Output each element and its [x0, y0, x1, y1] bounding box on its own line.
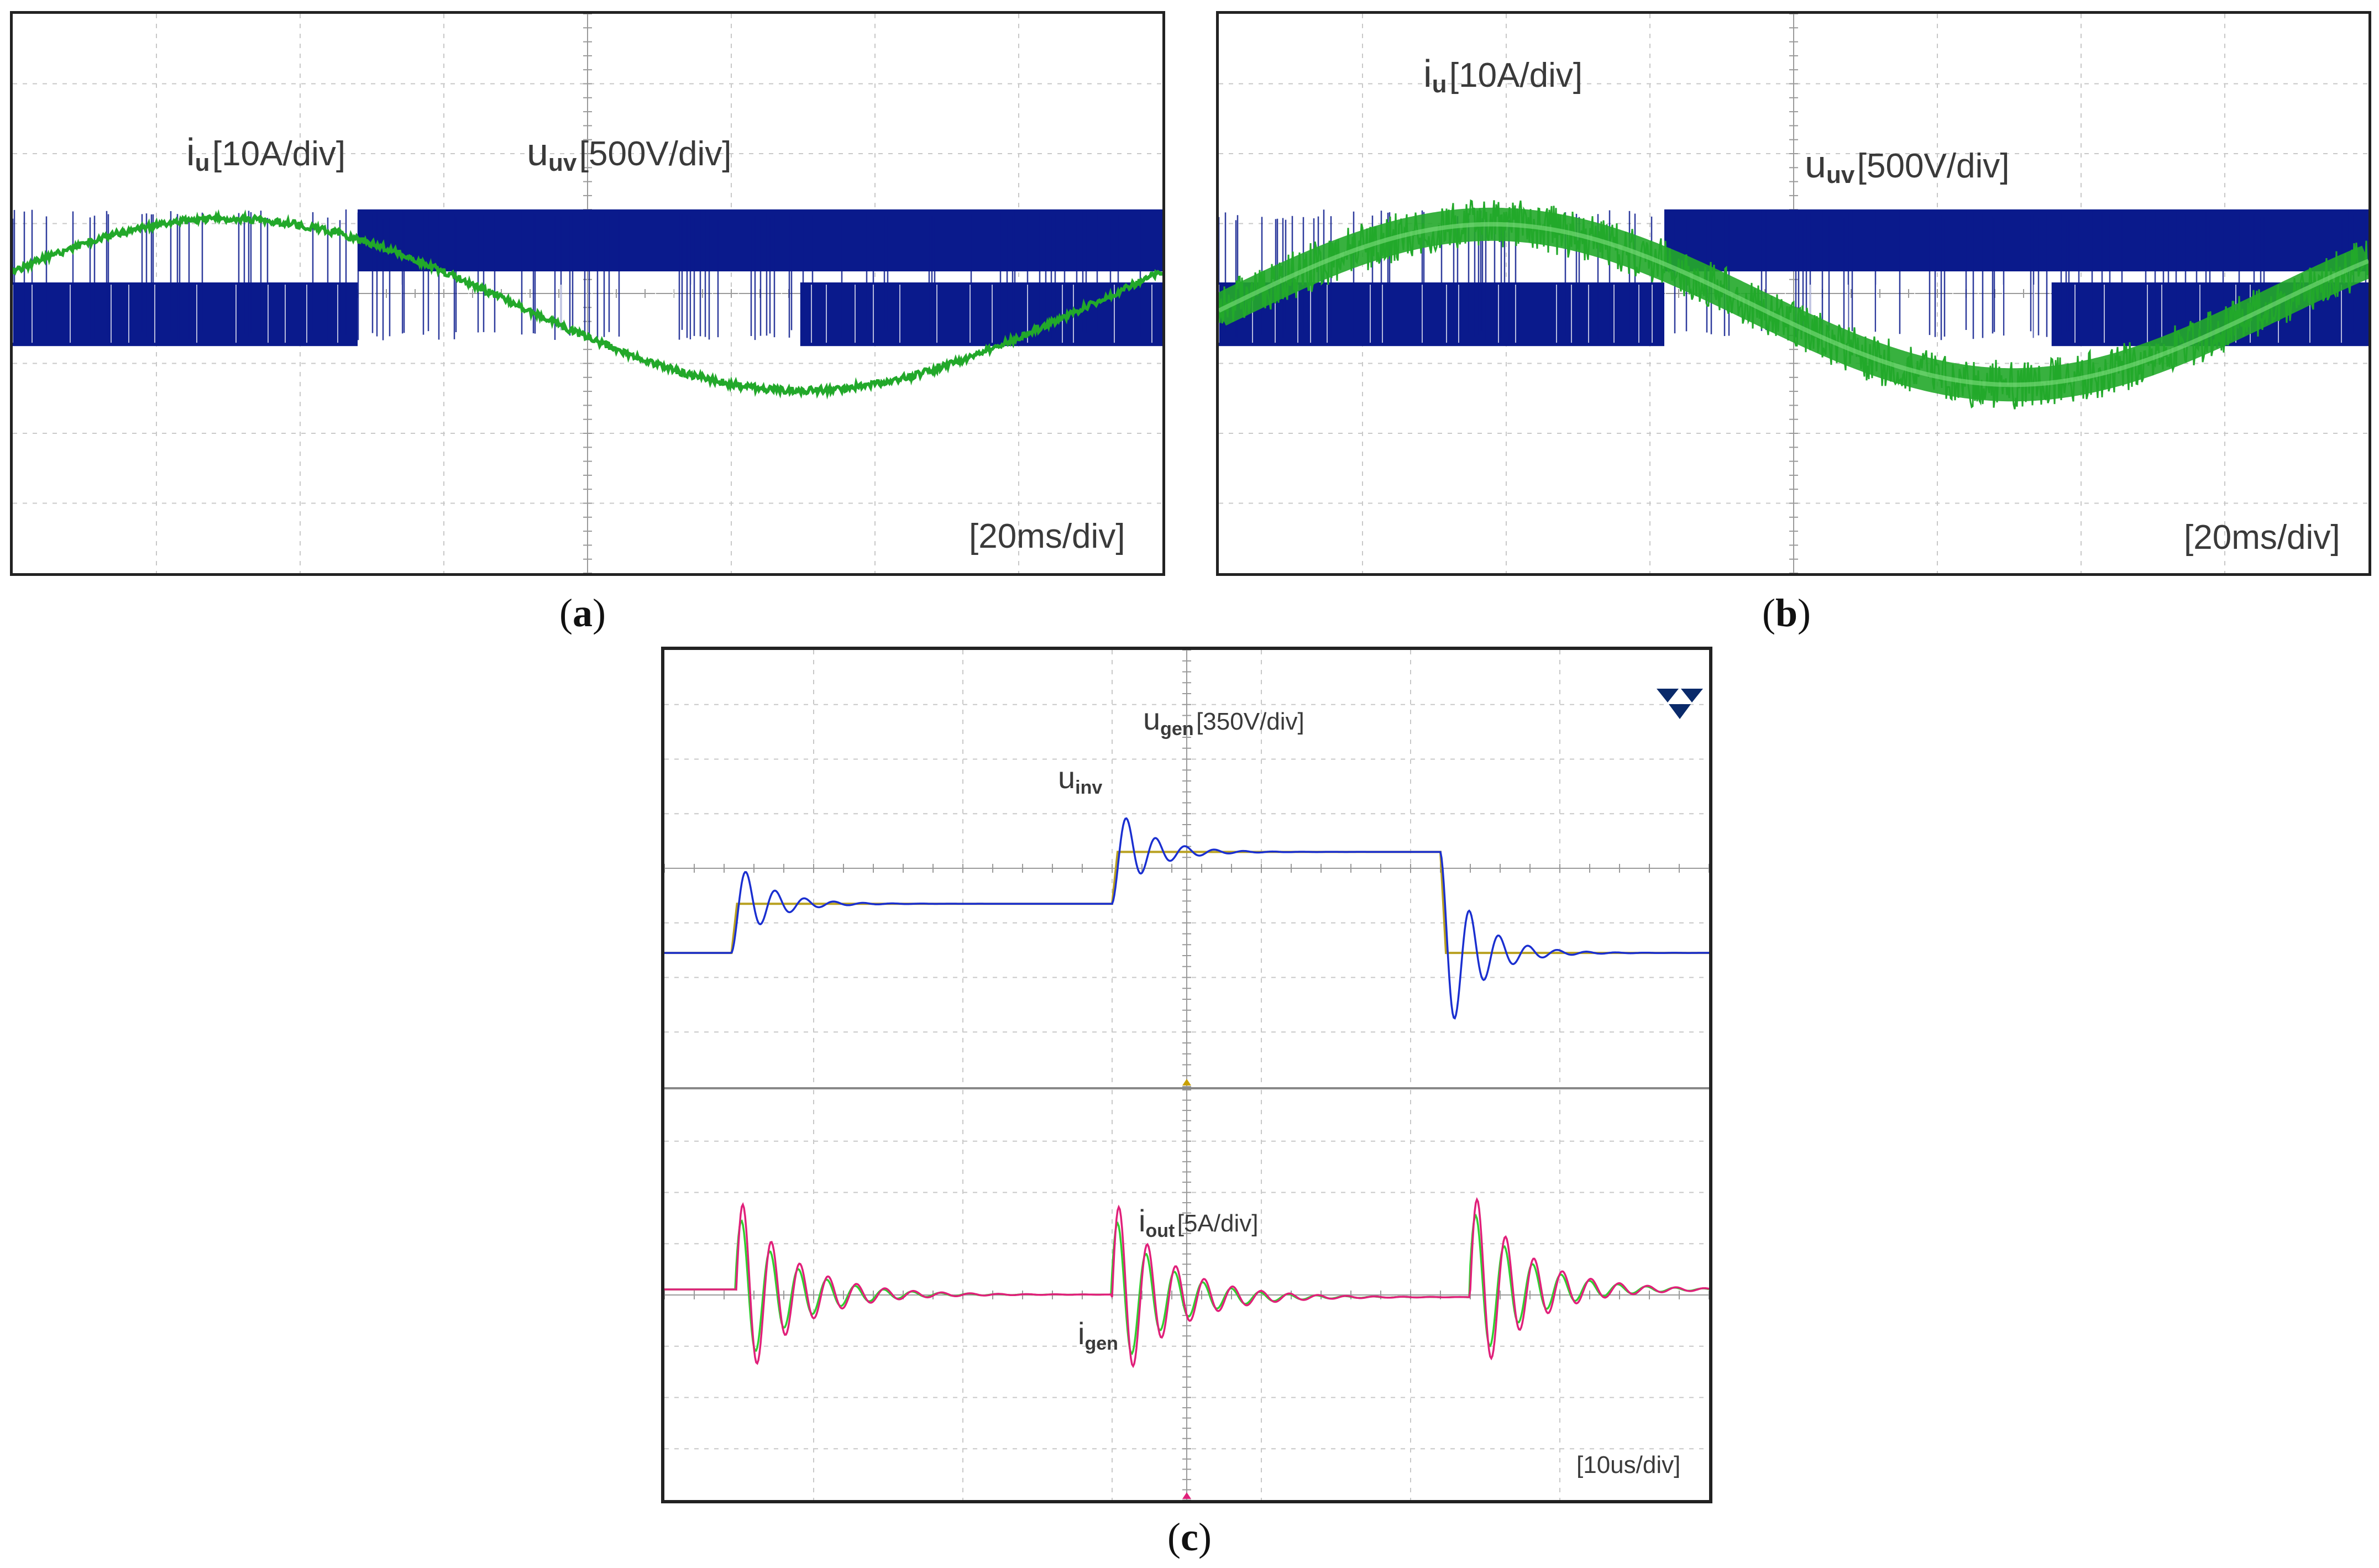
label-i-gen: igen	[1078, 1316, 1118, 1354]
caption-c: (c)	[1167, 1515, 1212, 1559]
pwm-switching-edges	[13, 209, 1141, 341]
label-u-uv: uuv [500V/div]	[1805, 143, 2010, 188]
chart-panel-a: iu [10A/div] uuv [500V/div] [20ms/div]	[10, 11, 1165, 576]
series-i-out	[664, 1197, 1709, 1368]
caption-b: (b)	[1762, 591, 1811, 635]
chart-panel-b: iu [10A/div] uuv [500V/div] [20ms/div]	[1216, 11, 2371, 576]
pwm-gaps	[13, 285, 1152, 343]
label-i-u: iu [10A/div]	[186, 130, 346, 176]
chart-plot-c	[664, 650, 1709, 1500]
logo-part	[1669, 704, 1691, 719]
series-u-uv	[13, 209, 1162, 347]
grid	[664, 1089, 1709, 1500]
label-i-u: iu [10A/div]	[1423, 52, 1583, 98]
trigger-marker-top	[1182, 1079, 1191, 1085]
label-u-gen: ugen [350V/div]	[1143, 701, 1304, 740]
timebase-label: [20ms/div]	[969, 517, 1125, 555]
chart-plot-a	[13, 14, 1162, 573]
scope-logo	[1657, 689, 1703, 719]
logo-part	[1681, 689, 1703, 702]
timebase-label: [20ms/div]	[2184, 518, 2340, 557]
series-u-uv	[1219, 209, 2368, 347]
grid	[664, 650, 1709, 1087]
chart-plot-b	[1219, 14, 2368, 573]
label-i-out: iout [5A/div]	[1139, 1203, 1259, 1241]
series-i-u	[13, 209, 1162, 400]
caption-a: (a)	[559, 591, 606, 635]
chart-panel-c: ugen [350V/div] uinv iout [5A/div] igen …	[661, 647, 1712, 1503]
label-u-inv: uinv	[1058, 760, 1103, 798]
pwm-band-upper	[1664, 209, 2368, 271]
label-u-uv: uuv [500V/div]	[527, 130, 732, 176]
pwm-band-lower	[13, 282, 358, 347]
timebase-label: [10us/div]	[1576, 1451, 1681, 1478]
series-i-u-center	[1219, 222, 2368, 387]
series-u-inv	[664, 851, 1709, 955]
logo-part	[1657, 689, 1679, 702]
trigger-marker-bottom	[1182, 1492, 1191, 1499]
series-u-gen	[664, 817, 1709, 1020]
pwm-band-lower-2	[800, 282, 1162, 347]
